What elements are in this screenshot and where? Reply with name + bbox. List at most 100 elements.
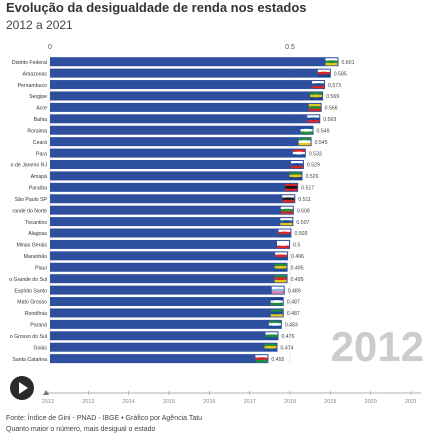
value-label: 0.545: [315, 140, 328, 146]
bar: [50, 125, 314, 135]
value-label: 0.573: [328, 83, 341, 89]
flag-pi-icon: [274, 263, 287, 271]
value-label: 0.526: [305, 174, 318, 180]
timeline-tick-label: 2017: [244, 399, 256, 405]
bar: [50, 354, 269, 364]
bar: [50, 285, 285, 295]
bar: [50, 274, 288, 284]
bar: [50, 251, 289, 261]
state-label: Alagoas: [28, 231, 47, 237]
value-label: 0.474: [281, 345, 294, 351]
value-label: 0.503: [294, 231, 307, 237]
explanation-note: Quanto maior o número, mais desigual o e…: [6, 426, 156, 433]
value-label: 0.495: [291, 277, 304, 283]
bar: [50, 102, 322, 112]
value-label: 0.533: [309, 151, 322, 157]
state-label: o Grosso do Sul: [10, 334, 47, 340]
flag-al-icon: [278, 229, 291, 237]
bar: [50, 68, 331, 78]
state-label: Pernambuco: [18, 83, 48, 89]
state-label: rande do Norte: [12, 208, 47, 214]
state-label: Bahia: [34, 117, 47, 123]
flag-to-icon: [280, 218, 293, 226]
bar: [50, 148, 306, 158]
bar: [50, 137, 312, 147]
x-tick-label: 0.5: [285, 44, 295, 51]
flag-rs-icon: [274, 275, 287, 283]
state-label: Roraima: [27, 128, 47, 134]
bar: [50, 319, 282, 329]
state-label: Minas Gerais: [16, 243, 47, 249]
bar: [50, 239, 290, 249]
state-label: Goiás: [33, 345, 47, 351]
state-label: Paraíba: [29, 186, 47, 192]
value-label: 0.507: [296, 220, 309, 226]
timeline-tick-label: 2015: [163, 399, 175, 405]
bar: [50, 91, 324, 101]
value-label: 0.585: [334, 71, 347, 77]
flag-ap-icon: [289, 172, 302, 180]
timeline-tick-label: 2013: [82, 399, 94, 405]
bar: [50, 331, 279, 341]
flag-am-icon: [317, 69, 330, 77]
timeline-tick-label: 2016: [203, 399, 215, 405]
timeline-tick-label: 2020: [365, 399, 377, 405]
bar: [50, 262, 288, 272]
value-label: 0.455: [271, 357, 284, 363]
bar: [50, 308, 284, 318]
flag-ma-icon: [275, 252, 288, 260]
flag-ba-icon: [307, 115, 320, 123]
flag-pr-icon: [268, 320, 281, 329]
bar: [50, 205, 294, 215]
flag-go-icon: [264, 343, 277, 351]
value-label: 0.529: [307, 163, 320, 169]
play-button[interactable]: [10, 376, 34, 400]
value-label: 0.495: [291, 265, 304, 271]
flag-es-icon: [271, 286, 284, 294]
flag-ce-icon: [298, 138, 311, 146]
value-label: 0.563: [323, 117, 336, 123]
flag-mt-icon: [270, 298, 283, 306]
value-label: 0.566: [325, 106, 338, 112]
timeline-tick-label: 2021: [405, 399, 417, 405]
value-label: 0.517: [301, 186, 314, 192]
bar: [50, 342, 278, 352]
timeline-tick-label: 2012: [42, 399, 54, 405]
chart-title: Evolução da desigualdade de renda nos es…: [6, 0, 307, 15]
state-label: Mato Grosso: [17, 300, 47, 306]
flag-sc-icon: [255, 355, 268, 363]
flag-pb-icon: [285, 183, 298, 192]
state-label: o de Janeiro RJ: [11, 163, 48, 169]
value-label: 0.489: [288, 288, 301, 294]
state-label: Pará: [36, 151, 47, 157]
flag-rn-icon: [280, 206, 293, 214]
value-label: 0.508: [297, 208, 310, 214]
value-label: 0.476: [281, 334, 294, 340]
bar: [50, 217, 294, 227]
flag-ms-icon: [265, 332, 278, 340]
year-watermark: 2012: [331, 323, 424, 370]
flag-sp-icon: [282, 195, 295, 203]
source-note: Fonte: Índice de Gini - PNAD - IBGE • Gr…: [6, 415, 203, 422]
timeline-tick-label: 2014: [123, 399, 135, 405]
flag-mg-icon: [277, 240, 289, 249]
state-label: Piauí: [35, 265, 47, 271]
state-label: Rondônia: [25, 311, 47, 317]
state-label: Sergipe: [29, 94, 47, 100]
state-label: São Paulo SP: [15, 197, 48, 203]
x-tick-label: 0: [48, 44, 52, 51]
value-label: 0.487: [287, 311, 300, 317]
state-label: Amapá: [31, 174, 48, 180]
triangle-marker-icon: [43, 390, 49, 395]
state-label: Acre: [36, 106, 47, 112]
flag-rr-icon: [300, 126, 313, 134]
chart-subtitle: 2012 a 2021: [6, 18, 73, 32]
bar: [50, 297, 284, 307]
value-label: 0.569: [326, 94, 339, 100]
bar: [50, 194, 296, 204]
state-label: Amazonas: [22, 71, 47, 77]
flag-se-icon: [310, 92, 323, 100]
state-label: Paraná: [30, 323, 47, 329]
value-label: 0.487: [287, 300, 300, 306]
flag-pa-icon: [292, 149, 305, 157]
